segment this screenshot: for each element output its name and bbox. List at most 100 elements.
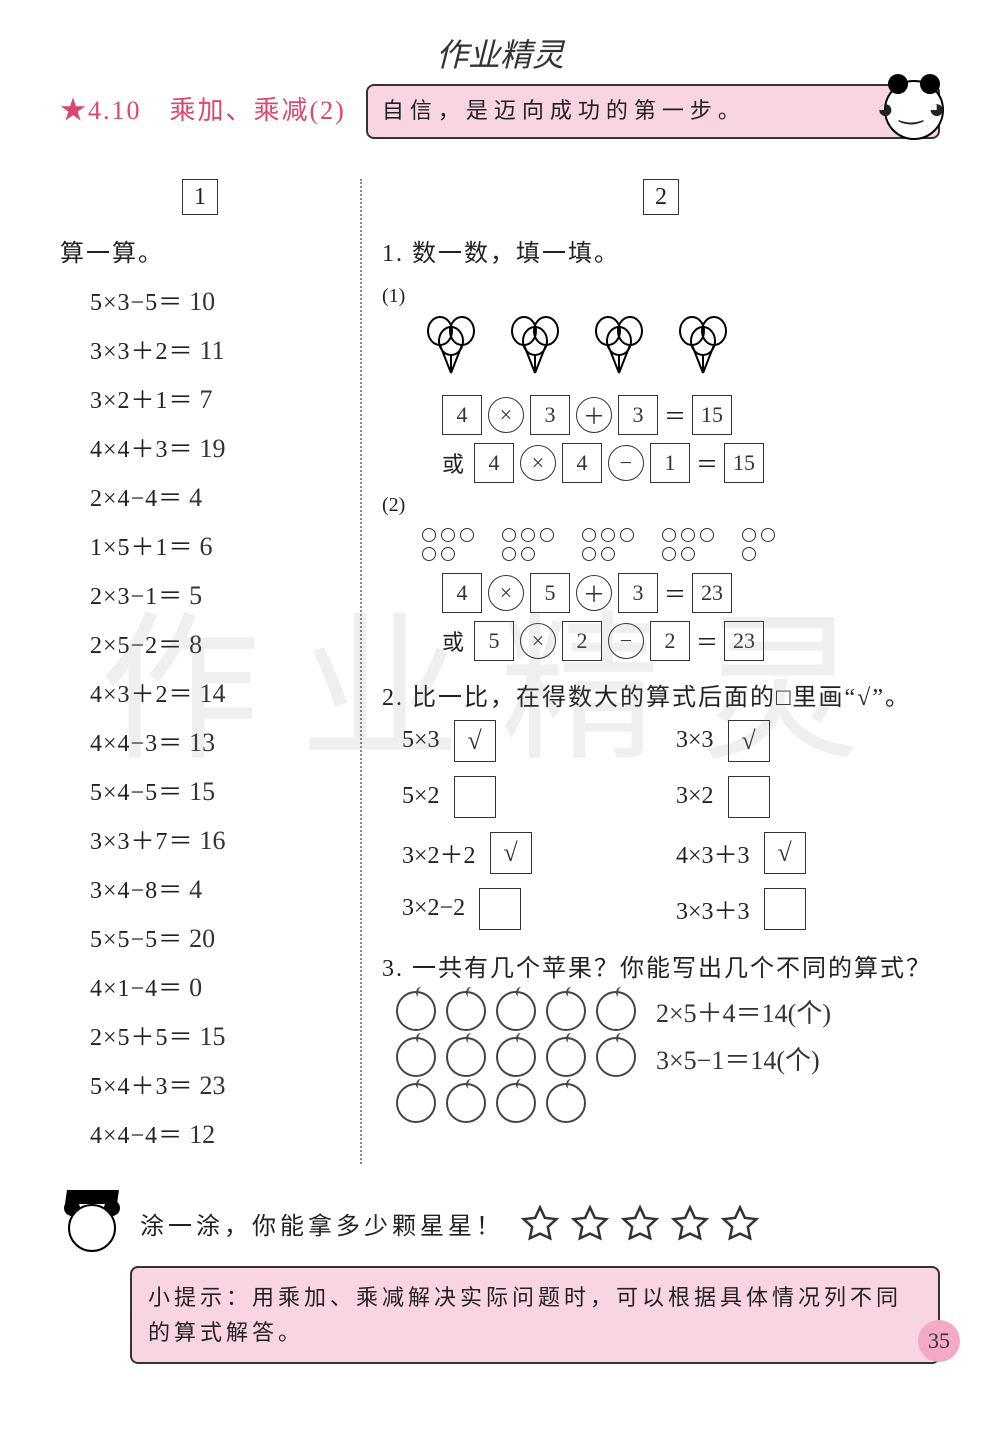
- q1p1-line1: 4 × 3 ＋ 3 ＝ 15: [442, 395, 940, 435]
- equation-answer: 12: [189, 1120, 215, 1150]
- apple-icon: [596, 1037, 636, 1077]
- compare-cell: 4×3＋3 √: [676, 832, 940, 874]
- fill-op[interactable]: ×: [488, 575, 524, 611]
- fill-box[interactable]: 4: [442, 573, 482, 613]
- compare-checkbox[interactable]: [728, 776, 770, 818]
- col1-prompt: 算一算。: [60, 233, 340, 268]
- equation-row: 4×1−4＝0: [90, 968, 340, 1003]
- equals: ＝: [696, 625, 718, 657]
- circle-dot: [742, 528, 756, 542]
- compare-cell: 3×2: [676, 776, 940, 818]
- fill-box[interactable]: 4: [562, 443, 602, 483]
- equation-answer: 4: [189, 483, 202, 513]
- fill-op[interactable]: −: [608, 623, 644, 659]
- equation-row: 3×3＋2＝11: [90, 331, 340, 366]
- circle-dot: [601, 547, 615, 561]
- fill-box[interactable]: 3: [530, 395, 570, 435]
- compare-expr: 5×3: [402, 727, 440, 754]
- fill-box[interactable]: 23: [724, 621, 764, 661]
- compare-expr: 3×2: [676, 783, 714, 810]
- fill-op[interactable]: ＋: [576, 397, 612, 433]
- circle-dot: [521, 547, 535, 561]
- fill-box[interactable]: 15: [692, 395, 732, 435]
- compare-checkbox[interactable]: √: [764, 832, 806, 874]
- star-outline-icon[interactable]: [720, 1204, 760, 1244]
- apple-icon: [396, 991, 436, 1031]
- equation-row: 2×3−1＝5: [90, 576, 340, 611]
- compare-checkbox[interactable]: √: [728, 720, 770, 762]
- fill-box[interactable]: 3: [618, 573, 658, 613]
- q3-answer-1: 2×5＋4＝14(个): [656, 991, 831, 1038]
- compare-expr: 3×2＋2: [402, 835, 476, 870]
- panda-icon: ◕‿◕: [884, 80, 944, 140]
- apple-row: [396, 1037, 636, 1077]
- equation-expr: 5×5−5＝: [90, 919, 183, 954]
- circle-dot: [460, 528, 474, 542]
- circle-dot: [700, 528, 714, 542]
- equation-row: 3×2＋1＝7: [90, 380, 340, 415]
- circle-group: [662, 528, 716, 563]
- circle-dot: [761, 528, 775, 542]
- balloon-bunch-icon: [590, 315, 650, 385]
- apple-icon: [496, 1037, 536, 1077]
- fill-op[interactable]: ＋: [576, 575, 612, 611]
- circle-dot: [441, 528, 455, 542]
- equation-answer: 8: [189, 630, 202, 660]
- star-outline-icon[interactable]: [520, 1204, 560, 1244]
- equation-row: 1×5＋1＝6: [90, 527, 340, 562]
- stars-row: [520, 1204, 760, 1244]
- fill-op[interactable]: ×: [520, 445, 556, 481]
- section-title: ★4.10 乘加、乘减(2): [60, 84, 346, 127]
- apple-icon: [496, 1083, 536, 1123]
- fill-box[interactable]: 4: [474, 443, 514, 483]
- fill-box[interactable]: 5: [474, 621, 514, 661]
- circle-dot: [502, 528, 516, 542]
- fill-box[interactable]: 23: [692, 573, 732, 613]
- equation-expr: 3×2＋1＝: [90, 380, 194, 415]
- circle-dot: [422, 547, 436, 561]
- compare-cell: 3×2＋2 √: [402, 832, 666, 874]
- compare-checkbox[interactable]: [764, 888, 806, 930]
- star-outline-icon[interactable]: [620, 1204, 660, 1244]
- compare-checkbox[interactable]: [454, 776, 496, 818]
- equation-expr: 2×5＋5＝: [90, 1017, 194, 1052]
- circle-dot: [742, 547, 756, 561]
- equation-row: 4×4＋3＝19: [90, 429, 340, 464]
- compare-expr: 4×3＋3: [676, 835, 750, 870]
- compare-checkbox[interactable]: [479, 888, 521, 930]
- circle-group: [502, 528, 556, 563]
- star-outline-icon[interactable]: [670, 1204, 710, 1244]
- fill-box[interactable]: 1: [650, 443, 690, 483]
- section-title-text: 4.10 乘加、乘减(2): [88, 96, 346, 125]
- equation-expr: 5×4−5＝: [90, 772, 183, 807]
- apple-icon: [446, 1037, 486, 1077]
- compare-cell: 3×2−2: [402, 888, 666, 930]
- q3-answers: 2×5＋4＝14(个) 3×5−1＝14(个): [656, 991, 831, 1085]
- apple-icon: [446, 991, 486, 1031]
- fill-box[interactable]: 3: [618, 395, 658, 435]
- fill-box[interactable]: 2: [562, 621, 602, 661]
- equation-row: 2×5−2＝8: [90, 625, 340, 660]
- compare-checkbox[interactable]: √: [490, 832, 532, 874]
- equals: ＝: [664, 577, 686, 609]
- apple-icon: [596, 991, 636, 1031]
- apple-icon: [396, 1037, 436, 1077]
- fill-box[interactable]: 15: [724, 443, 764, 483]
- star-outline-icon[interactable]: [570, 1204, 610, 1244]
- fill-box[interactable]: 2: [650, 621, 690, 661]
- column-2: 2 1. 数一数，填一填。 (1) 4 × 3 ＋ 3 ＝ 15 或 4 × 4: [362, 179, 940, 1164]
- apple-icon: [496, 991, 536, 1031]
- compare-cell: 3×3＋3: [676, 888, 940, 930]
- q1-part2: (2): [382, 491, 940, 518]
- fill-op[interactable]: −: [608, 445, 644, 481]
- fill-box[interactable]: 5: [530, 573, 570, 613]
- fill-op[interactable]: ×: [520, 623, 556, 659]
- equation-expr: 4×1−4＝: [90, 968, 183, 1003]
- equation-expr: 5×3−5＝: [90, 282, 183, 317]
- equation-expr: 3×3＋7＝: [90, 821, 194, 856]
- compare-checkbox[interactable]: √: [454, 720, 496, 762]
- fill-box[interactable]: 4: [442, 395, 482, 435]
- circle-dot: [681, 528, 695, 542]
- fill-op[interactable]: ×: [488, 397, 524, 433]
- equation-answer: 5: [189, 581, 202, 611]
